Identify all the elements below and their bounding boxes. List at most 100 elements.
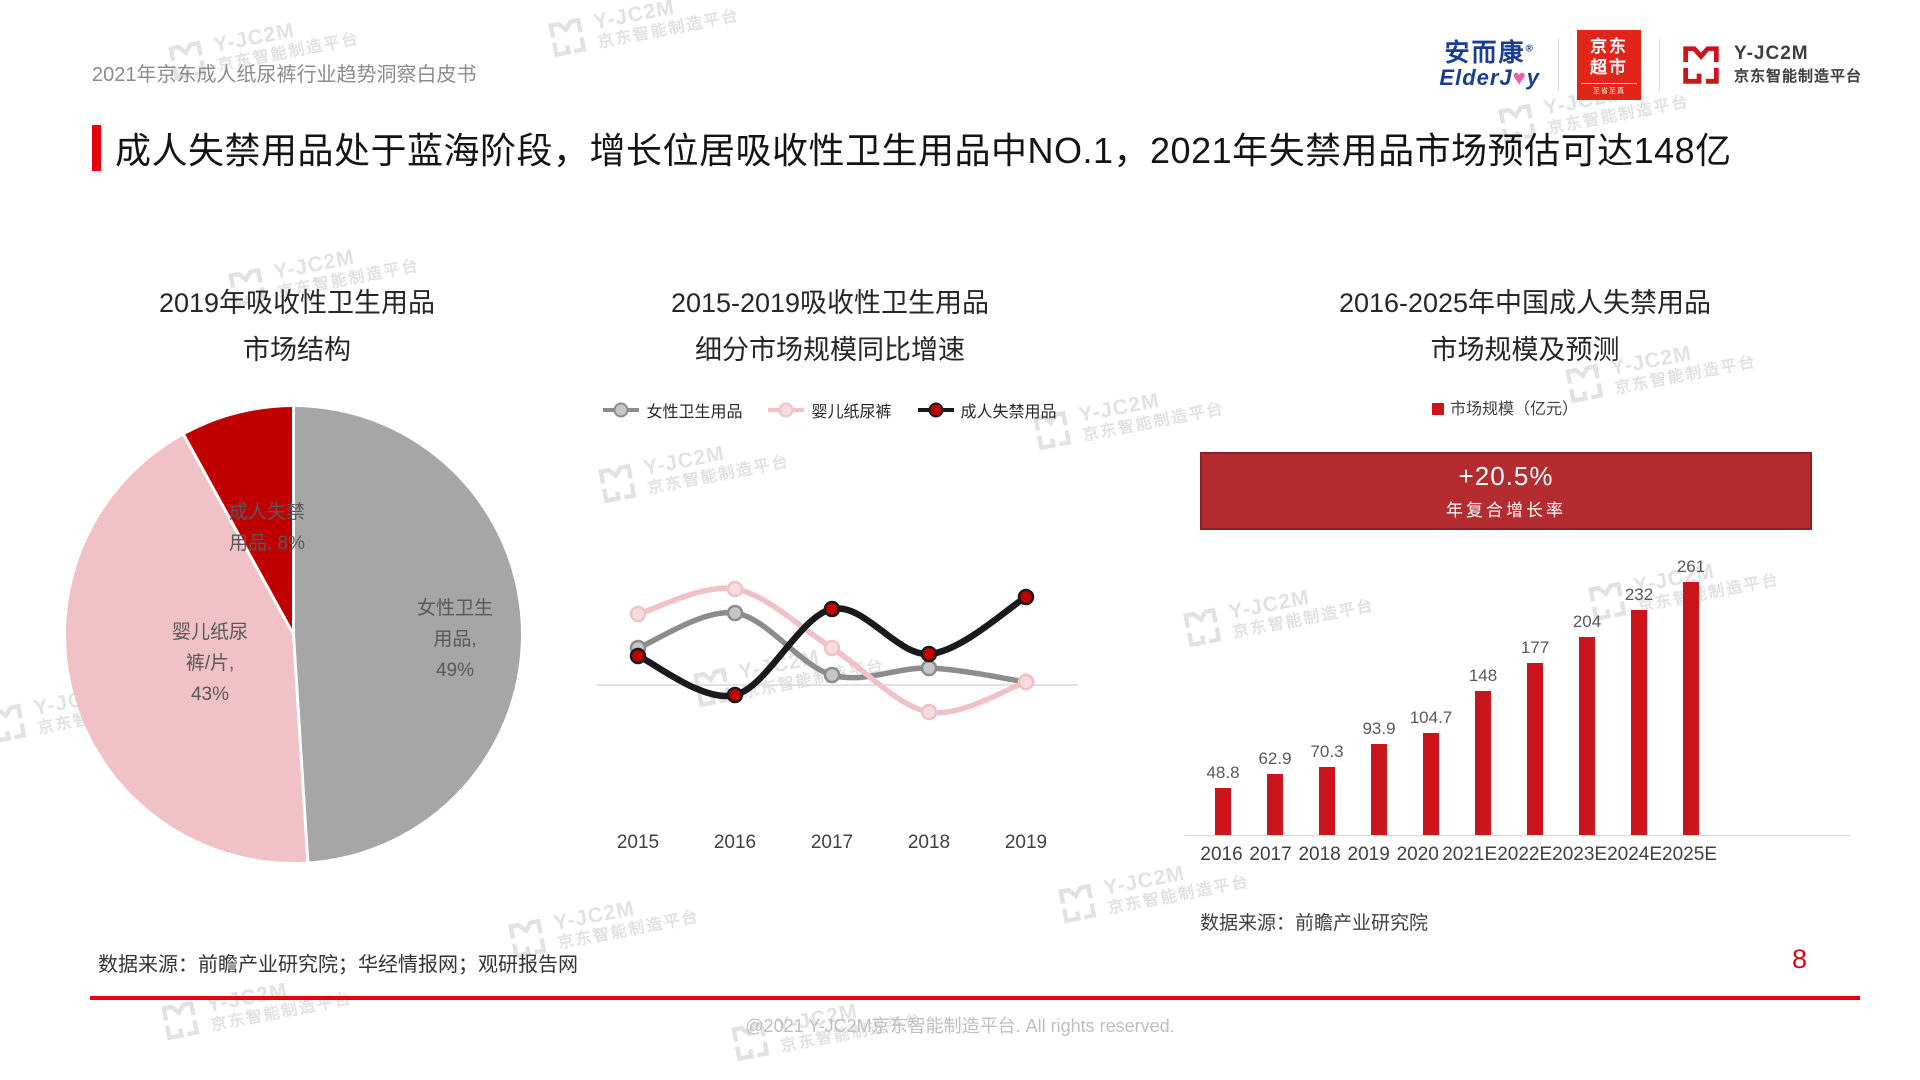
line-marker	[629, 605, 647, 623]
bar-year-label: 2018	[1298, 844, 1341, 865]
headline: 成人失禁用品处于蓝海阶段，增长位居吸收性卫生用品中NO.1，2021年失禁用品市…	[92, 122, 1732, 174]
heart-icon: ♥	[1512, 65, 1527, 91]
cagr-value: +20.5%	[1458, 461, 1554, 491]
bar-year-label: 2022E	[1497, 844, 1553, 865]
bar	[1683, 581, 1699, 835]
bar-column: 148	[1457, 666, 1509, 835]
bar-value-label: 93.9	[1362, 718, 1396, 738]
line-chart-title: 2015-2019吸收性卫生用品 细分市场规模同比增速	[670, 288, 990, 366]
line-marker	[726, 580, 744, 598]
line-x-label: 2018	[907, 832, 951, 853]
elderjoy-cn-text: 安而康®	[1444, 39, 1535, 68]
line-chart-legend: 女性卫生用品 婴儿纸尿裤 成人失禁用品	[560, 398, 1100, 422]
bar-chart-section: 2016-2025年中国成人失禁用品 市场规模及预测 市场规模（亿元） +20.…	[1185, 280, 1865, 940]
pie-chart-title: 2019年吸收性卫生用品 市场结构	[158, 288, 436, 366]
line-x-label: 2015	[616, 832, 660, 853]
bar	[1215, 787, 1231, 835]
line-x-labels: 2015 2016 2017 2018 2019	[560, 832, 1100, 862]
bar-year-label: 2016	[1200, 844, 1243, 865]
legend-item-female: 女性卫生用品	[603, 398, 742, 422]
pie-label-female: 女性卫生 用品, 49%	[416, 598, 493, 681]
bar-chart-source: 数据来源：前瞻产业研究院	[1200, 913, 1429, 934]
pie-label-baby: 婴儿纸尿 裤/片, 43%	[171, 622, 248, 705]
bar-year-label: 2017	[1249, 844, 1292, 865]
bar	[1475, 691, 1491, 835]
bar-column: 232	[1613, 585, 1665, 835]
yjc2m-mark-icon	[1683, 46, 1719, 84]
line-marker	[823, 600, 841, 618]
bar-year-label: 2025E	[1662, 844, 1717, 865]
pie-slice-divider	[292, 407, 295, 635]
watermark-brand: Y-JC2M	[271, 245, 357, 284]
pie-label-adult: 成人失禁 用品, 8%	[228, 502, 306, 554]
yjc2m-text: Y-JC2M 京东智能制造平台	[1733, 43, 1862, 86]
copyright: @2021 Y-JC2M京东智能制造平台. All rights reserve…	[745, 1016, 1175, 1036]
line-chart-section: 2015-2019吸收性卫生用品 细分市场规模同比增速 女性卫生用品 婴儿纸尿裤…	[560, 280, 1100, 900]
legend-line-marker	[603, 402, 640, 418]
bar	[1631, 609, 1647, 835]
bar-columns: 48.8 62.9 70.3 93.9 104.7 148 177 204 232 261	[1197, 540, 1717, 835]
bar-column: 204	[1561, 612, 1613, 835]
bar-year-label: 2020	[1396, 844, 1439, 865]
line-chart-svg	[596, 580, 1078, 721]
bar-value-label: 177	[1520, 638, 1550, 658]
legend-item-adult: 成人失禁用品	[917, 398, 1057, 422]
bottom-red-rule	[90, 996, 1860, 1000]
legend-dot-marker	[778, 402, 794, 418]
legend-line-marker	[917, 402, 954, 418]
bar-column: 93.9	[1353, 719, 1405, 835]
pie-slice-divider	[292, 634, 310, 862]
bar	[1527, 663, 1543, 835]
watermark-platform: 京东智能制造平台	[556, 908, 702, 953]
yjc2m-logo: Y-JC2M 京东智能制造平台	[1678, 42, 1862, 88]
line-marker	[1017, 588, 1035, 606]
line-marker	[920, 659, 938, 677]
bar-year-label: 2019	[1347, 844, 1390, 865]
logo-divider	[1658, 38, 1660, 91]
bar-chart-legend: 市场规模（亿元）	[1185, 395, 1825, 419]
bar-column: 261	[1665, 557, 1717, 835]
bar-column: 177	[1509, 638, 1561, 835]
watermark-platform: 京东智能制造平台	[596, 7, 742, 52]
bottom-source: 数据来源：前瞻产业研究院；华经情报网；观研报告网	[98, 954, 578, 976]
bar-value-label: 70.3	[1310, 741, 1344, 761]
bar-value-label: 232	[1624, 584, 1654, 604]
bar	[1579, 637, 1595, 835]
bar-value-label: 104.7	[1409, 708, 1453, 728]
legend-dot-marker	[613, 402, 629, 418]
cagr-label: 年复合增长率	[1446, 501, 1566, 520]
bar	[1423, 733, 1439, 835]
bar-column: 104.7	[1405, 708, 1457, 835]
line-marker	[726, 686, 744, 704]
headline-accent-bar	[92, 125, 101, 171]
bar-chart-title: 2016-2025年中国成人失禁用品 市场规模及预测	[1338, 288, 1712, 366]
bar-axis-line	[1185, 835, 1850, 836]
bar-column: 70.3	[1301, 742, 1353, 835]
doc-title: 2021年京东成人纸尿裤行业趋势洞察白皮书	[92, 64, 477, 86]
bar-year-label: 2023E	[1552, 844, 1608, 865]
line-marker	[629, 647, 647, 665]
line-marker	[823, 666, 841, 684]
line-x-label: 2016	[713, 832, 757, 853]
elderjoy-logo: 安而康® ElderJ♥y	[1439, 40, 1540, 89]
legend-dot-marker	[928, 402, 943, 418]
pie-chart	[66, 407, 521, 862]
legend-line-marker	[768, 402, 805, 418]
watermark-brand: Y-JC2M	[591, 0, 677, 34]
page-number: 8	[1792, 944, 1808, 974]
bar	[1371, 743, 1387, 835]
watermark-brand: Y-JC2M	[211, 18, 297, 57]
line-x-label: 2019	[1004, 832, 1048, 853]
headline-text: 成人失禁用品处于蓝海阶段，增长位居吸收性卫生用品中NO.1，2021年失禁用品市…	[115, 130, 1732, 171]
cagr-banner: +20.5% 年复合增长率	[1200, 452, 1812, 530]
legend-swatch-icon	[1431, 403, 1444, 415]
pie-chart-section: 2019年吸收性卫生用品 市场结构 成人失禁 用品, 8% 女性卫生 用品, 4…	[64, 280, 530, 900]
bar-value-label: 204	[1572, 612, 1602, 632]
legend-item-baby: 婴儿纸尿裤	[768, 398, 892, 422]
registered-mark: ®	[1525, 43, 1535, 55]
bar-column: 48.8	[1197, 763, 1249, 835]
bar	[1267, 774, 1283, 835]
bar	[1319, 766, 1335, 835]
